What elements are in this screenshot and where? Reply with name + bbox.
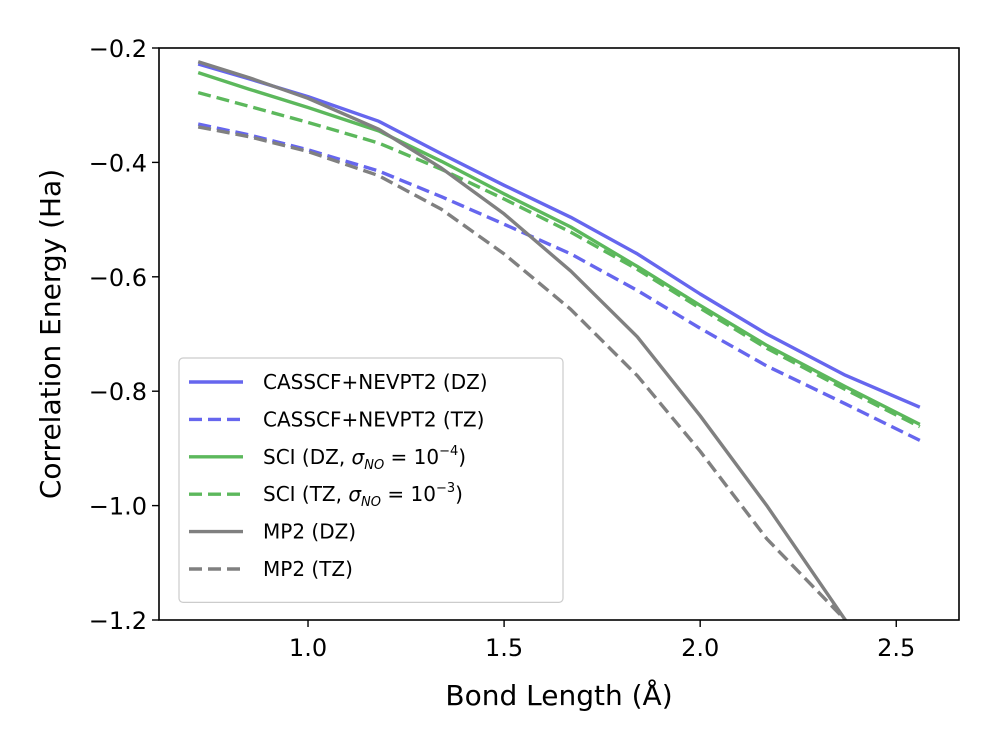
x-tick-label: 1.0: [289, 634, 327, 662]
legend-label-sci-tz-no-10-3: SCI (TZ, σNO = 10−3): [263, 481, 463, 510]
y-tick-label: −0.6: [89, 264, 147, 292]
legend-label-casscf-nevpt2-tz: CASSCF+NEVPT2 (TZ): [263, 407, 484, 431]
x-tick-label: 2.0: [681, 634, 719, 662]
legend-label-part: = 10: [384, 445, 439, 469]
legend-label-part: SCI (TZ,: [263, 482, 348, 506]
legend-label-part: σ: [348, 482, 362, 506]
series-line-sci-dz-no-10-4: [197, 70, 921, 426]
x-axis-ticks: 1.0 1.5 2.0 2.5: [289, 620, 915, 662]
y-axis-label: Correlation Energy (Ha): [34, 169, 67, 499]
legend-label-part: = 10: [381, 482, 436, 506]
series-line-sci-tz-no-10-3: [197, 90, 921, 429]
legend-label-part: NO: [361, 495, 381, 510]
series-layer: [197, 60, 921, 620]
y-tick-label: −1.2: [89, 607, 147, 635]
legend-label-sci-dz-no-10-4: SCI (DZ, σNO = 10−4): [263, 444, 466, 473]
series-line-mp2-dz: [197, 60, 848, 620]
legend-label-part: σ: [352, 445, 366, 469]
legend-label-part: ): [455, 482, 463, 506]
x-tick-label: 1.5: [485, 634, 523, 662]
legend-label-casscf-nevpt2-dz: CASSCF+NEVPT2 (DZ): [263, 370, 488, 394]
y-tick-label: −1.0: [89, 493, 147, 521]
x-axis-label: Bond Length (Å): [445, 678, 672, 712]
legend-box: [178, 357, 564, 603]
legend-label-mp2-tz: MP2 (TZ): [263, 557, 353, 581]
legend-label-part: −4: [439, 444, 458, 459]
legend-label-part: −3: [436, 481, 455, 496]
legend-label-part: ): [458, 445, 466, 469]
series-line-mp2-tz: [197, 125, 848, 620]
y-tick-label: −0.2: [89, 35, 147, 63]
legend: CASSCF+NEVPT2 (DZ) CASSCF+NEVPT2 (TZ) SCI …: [178, 357, 564, 603]
y-axis-ticks: −1.2 −1.0 −0.8 −0.6 −0.4 −0.2: [89, 35, 159, 635]
y-tick-label: −0.4: [89, 149, 147, 177]
legend-label-part: SCI (DZ,: [263, 445, 352, 469]
legend-label-mp2-dz: MP2 (DZ): [263, 520, 356, 544]
x-tick-label: 2.5: [877, 634, 915, 662]
plot-frame: [158, 47, 960, 621]
y-tick-label: −0.8: [89, 378, 147, 406]
series-line-casscf-nevpt2-dz: [197, 62, 921, 409]
legend-label-part: NO: [364, 458, 384, 473]
